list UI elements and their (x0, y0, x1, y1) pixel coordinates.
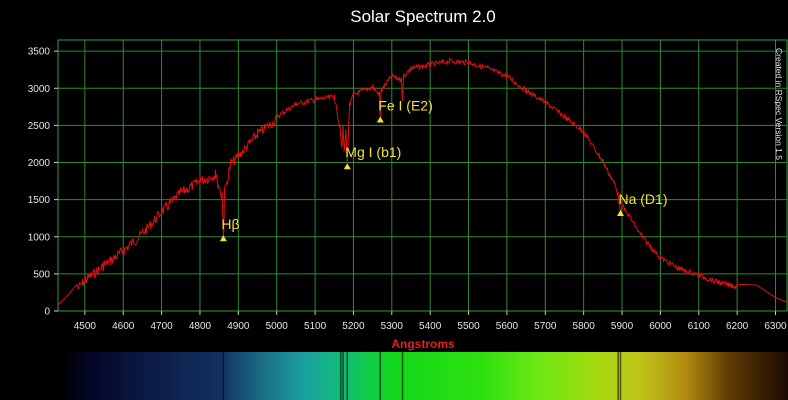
annotation-marker (616, 209, 624, 216)
x-tick-label: 5100 (304, 321, 327, 332)
x-tick-label: 4700 (150, 321, 173, 332)
x-tick-label: 5800 (573, 321, 596, 332)
x-axis-ticks: 4500 4600 4700 4800 4900 5000 5100 5200 5300 5400… (74, 311, 787, 332)
y-tick-label: 2000 (28, 158, 51, 169)
y-tick-label: 3500 (28, 47, 51, 58)
x-tick-label: 5600 (496, 321, 519, 332)
y-tick-label: 1500 (28, 195, 51, 206)
y-tick-label: 1000 (28, 232, 51, 243)
y-tick-label: 2500 (28, 121, 51, 132)
annotation-label: Na (D1) (618, 191, 667, 207)
x-tick-label: 6100 (688, 321, 711, 332)
x-tick-label: 4600 (112, 321, 135, 332)
annotation-marker (343, 163, 351, 170)
plot-frame (57, 39, 788, 312)
strip-absorption-lines (222, 352, 622, 400)
x-tick-label: 4800 (189, 321, 212, 332)
annotation-label: Hβ (221, 216, 239, 232)
y-tick-label: 500 (33, 269, 50, 280)
y-tick-label: 0 (44, 307, 50, 318)
x-tick-label: 5500 (457, 321, 480, 332)
x-axis-label: Angstroms (391, 337, 455, 351)
spectrum-line (57, 57, 788, 306)
x-tick-label: 5700 (534, 321, 557, 332)
y-tick-label: 3000 (28, 84, 51, 95)
chart-title: Solar Spectrum 2.0 (350, 7, 496, 26)
x-tick-label: 4900 (227, 321, 250, 332)
x-tick-label: 5300 (381, 321, 404, 332)
x-tick-label: 6300 (764, 321, 787, 332)
annotation-marker (219, 235, 227, 242)
line-annotations: Hβ Mg I (b1) Fe I (E2) Na (D1) (219, 97, 667, 242)
x-tick-label: 6000 (649, 321, 672, 332)
x-tick-label: 5900 (611, 321, 634, 332)
annotation-label: Fe I (E2) (378, 97, 432, 113)
spectrum-color-strip (58, 352, 788, 400)
x-tick-label: 4500 (74, 321, 97, 332)
annotation-label: Mg I (b1) (345, 144, 401, 160)
grid-lines (58, 40, 787, 312)
annotation-marker (376, 116, 384, 123)
x-tick-label: 6200 (726, 321, 749, 332)
y-axis-ticks: 0 500 1000 1500 2000 2500 3000 3500 (28, 47, 58, 318)
x-tick-label: 5400 (419, 321, 442, 332)
x-tick-label: 5200 (342, 321, 365, 332)
version-note: Created in RSpec Version 1.5 (774, 48, 784, 160)
x-tick-label: 5000 (266, 321, 289, 332)
